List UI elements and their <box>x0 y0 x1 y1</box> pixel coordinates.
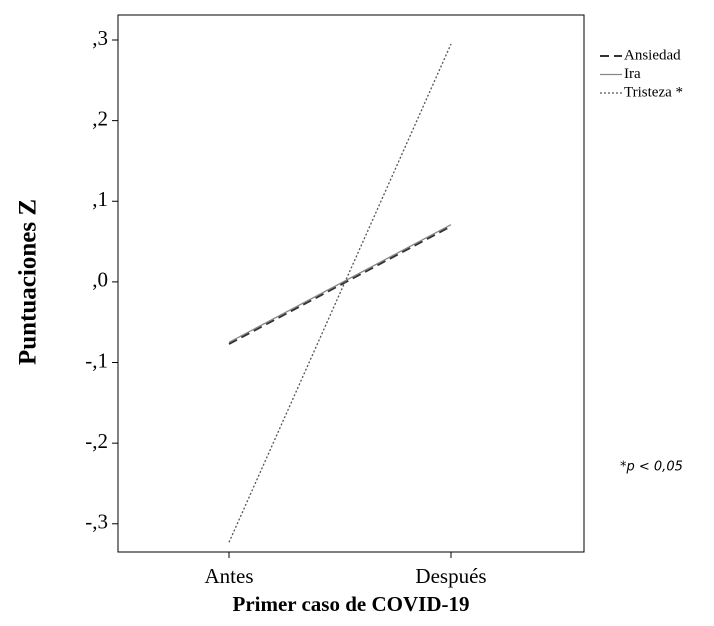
x-tick-label: Antes <box>205 564 254 588</box>
y-tick-label: -,3 <box>85 510 108 534</box>
y-tick-label: ,1 <box>92 187 108 211</box>
y-tick-label: ,2 <box>92 106 108 130</box>
line-series <box>228 225 452 345</box>
x-axis-title: Primer caso de COVID-19 <box>233 592 470 616</box>
x-tick-label: Después <box>415 564 486 588</box>
y-tick-label: -,2 <box>85 429 108 453</box>
annotation: *p < 0,05 <box>620 460 683 475</box>
line-series <box>228 224 452 343</box>
y-axis-title: Puntuaciones Z <box>15 199 42 365</box>
y-tick-label: ,0 <box>92 268 108 292</box>
y-tick-label: ,3 <box>92 26 108 50</box>
legend-label: Ansiedad <box>624 47 681 63</box>
plot-frame <box>117 14 585 553</box>
legend-label: Tristeza * <box>624 84 683 100</box>
y-tick-label: -,1 <box>85 348 108 372</box>
line-series <box>228 43 452 543</box>
legend-label: Ira <box>624 66 641 82</box>
